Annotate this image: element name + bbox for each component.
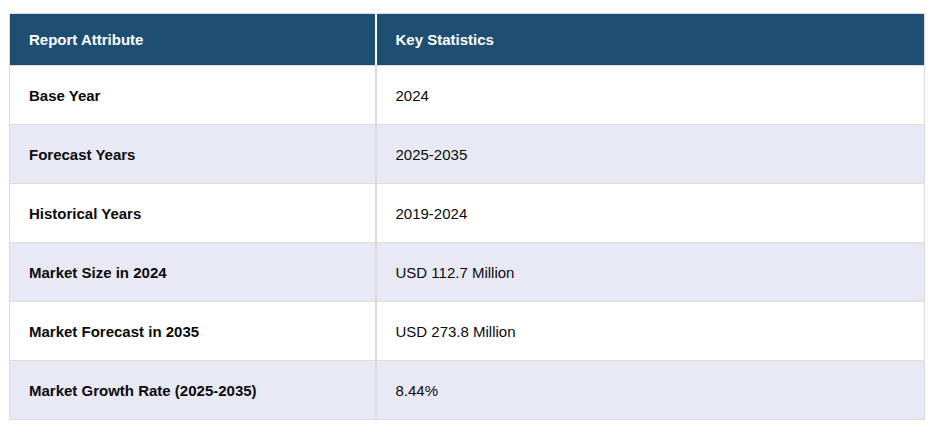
- value-cell: 2024: [376, 66, 925, 125]
- attribute-cell: Forecast Years: [10, 125, 376, 184]
- value-cell: 8.44%: [376, 361, 925, 420]
- report-statistics-table: Report Attribute Key Statistics Base Yea…: [9, 13, 925, 420]
- attribute-cell: Market Growth Rate (2025-2035): [10, 361, 376, 420]
- attribute-cell: Historical Years: [10, 184, 376, 243]
- table-row: Historical Years 2019-2024: [10, 184, 925, 243]
- table-row: Base Year 2024: [10, 66, 925, 125]
- attribute-cell: Market Forecast in 2035: [10, 302, 376, 361]
- table-row: Market Growth Rate (2025-2035) 8.44%: [10, 361, 925, 420]
- table-row: Market Size in 2024 USD 112.7 Million: [10, 243, 925, 302]
- table-row: Forecast Years 2025-2035: [10, 125, 925, 184]
- value-cell: 2019-2024: [376, 184, 925, 243]
- value-cell: 2025-2035: [376, 125, 925, 184]
- header-key-statistics: Key Statistics: [376, 14, 925, 66]
- table-header-row: Report Attribute Key Statistics: [10, 14, 925, 66]
- table-row: Market Forecast in 2035 USD 273.8 Millio…: [10, 302, 925, 361]
- page: Report Attribute Key Statistics Base Yea…: [0, 0, 942, 434]
- header-report-attribute: Report Attribute: [10, 14, 376, 66]
- attribute-cell: Base Year: [10, 66, 376, 125]
- value-cell: USD 273.8 Million: [376, 302, 925, 361]
- value-cell: USD 112.7 Million: [376, 243, 925, 302]
- attribute-cell: Market Size in 2024: [10, 243, 376, 302]
